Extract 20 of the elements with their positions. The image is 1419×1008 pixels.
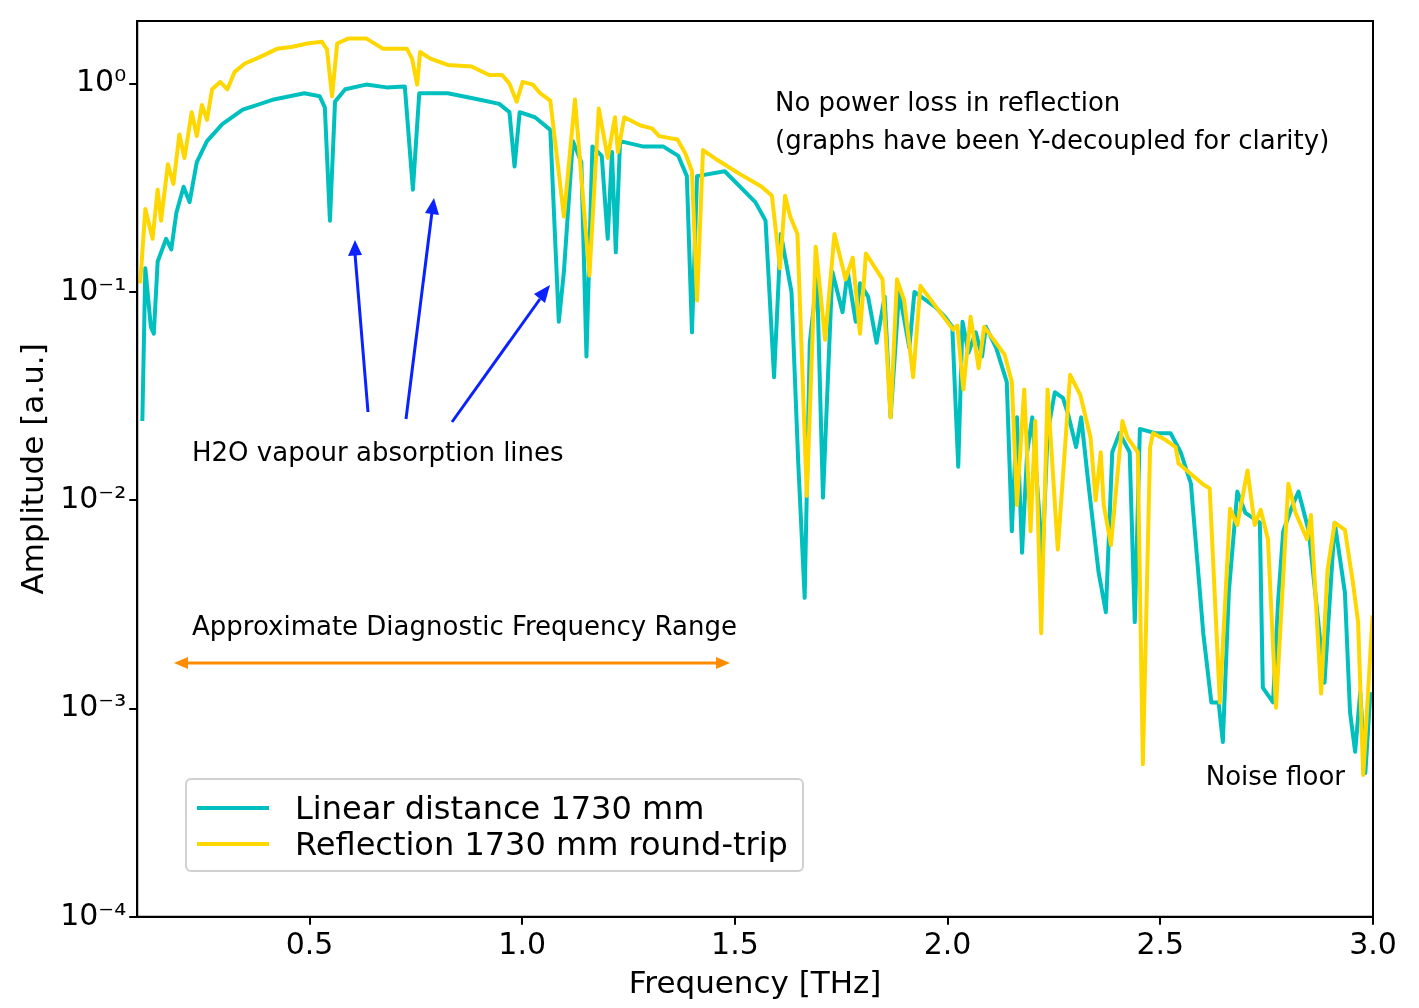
annotation: Approximate Diagnostic Frequency Range xyxy=(192,610,737,641)
y-axis-title: Amplitude [a.u.] xyxy=(13,343,50,595)
annotation: (graphs have been Y-decoupled for clarity) xyxy=(775,124,1330,155)
y-tick-label: 10⁻³ xyxy=(60,688,127,724)
legend-label: Linear distance 1730 mm xyxy=(295,789,705,827)
legend-label: Reflection 1730 mm round-trip xyxy=(295,825,788,863)
x-axis-title: Frequency [THz] xyxy=(628,964,882,1001)
annotation: H2O vapour absorption lines xyxy=(192,436,564,467)
y-tick-label: 10⁰ xyxy=(76,63,127,99)
x-tick-label: 3.0 xyxy=(1349,925,1397,961)
x-tick-label: 2.5 xyxy=(1136,925,1185,961)
y-tick-label: 10⁻⁴ xyxy=(60,896,127,932)
x-tick-label: 1.5 xyxy=(711,925,759,961)
y-tick-label: 10⁻¹ xyxy=(60,271,127,307)
y-tick-label: 10⁻² xyxy=(60,480,127,516)
annotation: Noise floor xyxy=(1205,760,1346,791)
x-tick-label: 0.5 xyxy=(285,925,334,961)
x-tick-label: 1.0 xyxy=(498,925,547,961)
x-tick-label: 2.0 xyxy=(923,925,972,961)
annotation: No power loss in reflection xyxy=(775,86,1121,117)
